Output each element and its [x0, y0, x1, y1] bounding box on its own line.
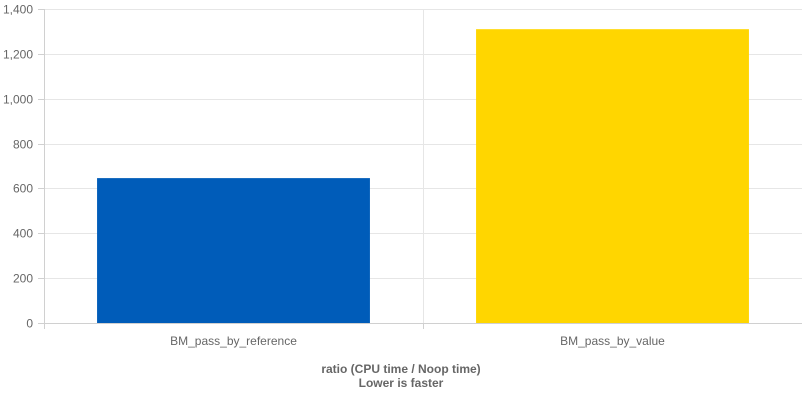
y-tick-label: 1,200 — [3, 48, 33, 62]
x-axis-title-line-2: Lower is faster — [359, 376, 444, 390]
bar-BM_pass_by_reference[interactable] — [97, 178, 370, 323]
x-tick-label: BM_pass_by_value — [560, 334, 665, 348]
x-tick-label: BM_pass_by_reference — [170, 334, 297, 348]
bar-BM_pass_by_value[interactable] — [476, 29, 749, 323]
y-tick-label: 1,000 — [3, 93, 33, 107]
y-tick-labels: 0 200 400 600 800 1,000 1,200 1,400 — [3, 3, 33, 331]
y-tick-label: 600 — [13, 182, 33, 196]
y-tick-label: 200 — [13, 272, 33, 286]
x-axis-title-line-1: ratio (CPU time / Noop time) — [321, 362, 480, 376]
bars — [97, 29, 749, 323]
y-tick-label: 1,400 — [3, 3, 33, 17]
x-tick-labels: BM_pass_by_reference BM_pass_by_value — [170, 334, 665, 348]
y-tick-label: 0 — [26, 317, 33, 331]
y-tick-label: 800 — [13, 138, 33, 152]
y-tick-label: 400 — [13, 227, 33, 241]
axes — [38, 9, 802, 329]
